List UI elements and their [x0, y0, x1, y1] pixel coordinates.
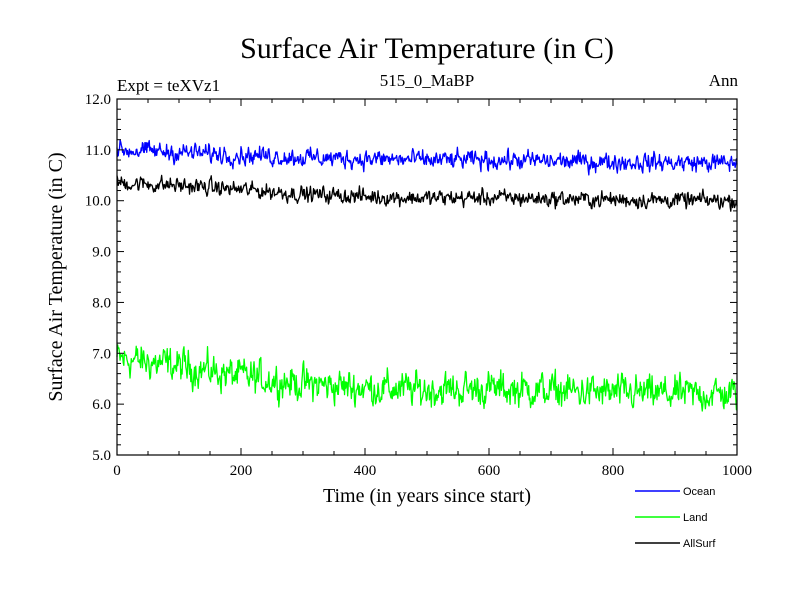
x-tick-label: 600 — [478, 463, 501, 479]
legend-label-land: Land — [683, 512, 707, 524]
y-tick-label: 9.0 — [92, 245, 111, 261]
y-tick-label: 5.0 — [92, 448, 111, 464]
series-line-ocean — [116, 139, 738, 176]
legend-label-allsurf: AllSurf — [683, 538, 716, 550]
series-layer — [116, 139, 738, 412]
axes-layer: 0 200 400 600 800 1000 5.0 6.0 7.0 8.0 9.0 10.0 11.0… — [85, 92, 752, 479]
series-line-land — [116, 344, 738, 412]
x-tick-label: 0 — [113, 463, 121, 479]
legend-label-ocean: Ocean — [683, 486, 715, 498]
x-tick-label: 400 — [354, 463, 377, 479]
y-tick-label: 8.0 — [92, 295, 111, 311]
series-line-allsurf — [116, 174, 738, 212]
x-tick-label: 200 — [230, 463, 253, 479]
legend: Ocean Land AllSurf — [635, 486, 716, 550]
x-tick-label: 1000 — [722, 463, 752, 479]
chart-subtitle: 515_0_MaBP — [380, 71, 474, 90]
experiment-label: Expt = teXVz1 — [117, 76, 220, 95]
x-tick-label: 800 — [602, 463, 625, 479]
season-label: Ann — [709, 71, 739, 90]
y-tick-label: 12.0 — [85, 92, 111, 108]
y-tick-label: 6.0 — [92, 397, 111, 413]
chart-title: Surface Air Temperature (in C) — [240, 32, 614, 65]
y-tick-label: 11.0 — [85, 143, 111, 159]
y-tick-label: 7.0 — [92, 346, 111, 362]
plot-frame — [116, 98, 738, 456]
y-axis-label: Surface Air Temperature (in C) — [45, 152, 67, 401]
y-tick-label: 10.0 — [85, 194, 111, 210]
x-axis-label: Time (in years since start) — [323, 485, 531, 507]
